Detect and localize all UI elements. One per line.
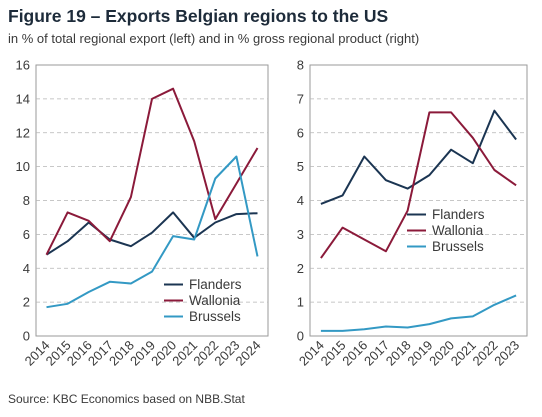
series-line-brussels [46, 155, 259, 309]
y-tick-label: 14 [16, 91, 30, 106]
legend-label: Flanders [432, 207, 485, 222]
legend-label: Brussels [189, 309, 241, 324]
x-tick-label: 2024 [233, 338, 264, 369]
y-tick-label: 8 [23, 193, 30, 208]
legend-label: Wallonia [432, 223, 484, 238]
chart-panel-2: 0123456782014201520162017201820192020202… [296, 58, 528, 369]
y-tick-label: 0 [23, 329, 30, 344]
figure-source: Source: KBC Economics based on NBB.Stat [8, 392, 245, 406]
series-line-flanders [320, 109, 517, 205]
y-tick-label: 2 [297, 261, 304, 276]
y-tick-label: 1 [297, 295, 304, 310]
figure-subtitle: in % of total regional export (left) and… [8, 31, 420, 46]
legend-label: Brussels [432, 239, 484, 254]
y-tick-label: 4 [23, 261, 30, 276]
series-line-wallonia [320, 111, 517, 259]
series-line-brussels [320, 294, 517, 332]
y-tick-label: 0 [297, 329, 304, 344]
y-tick-label: 6 [23, 227, 30, 242]
y-tick-label: 16 [16, 58, 30, 73]
y-tick-label: 4 [297, 193, 304, 208]
series-line-flanders [45, 211, 258, 256]
y-tick-label: 12 [16, 125, 30, 140]
legend-label: Flanders [189, 277, 242, 292]
y-tick-label: 6 [297, 125, 304, 140]
y-tick-label: 5 [297, 159, 304, 174]
y-tick-label: 2 [23, 295, 30, 310]
y-tick-label: 8 [297, 58, 304, 73]
y-tick-label: 7 [297, 91, 304, 106]
series-line-wallonia [45, 87, 259, 256]
y-tick-label: 10 [16, 159, 30, 174]
y-tick-label: 3 [297, 227, 304, 242]
chart-panel-1: 0246810121416201420152016201720182019202… [16, 58, 269, 369]
x-tick-label: 2023 [491, 338, 522, 369]
figure-title: Figure 19 – Exports Belgian regions to t… [8, 6, 389, 26]
legend-label: Wallonia [189, 293, 241, 308]
